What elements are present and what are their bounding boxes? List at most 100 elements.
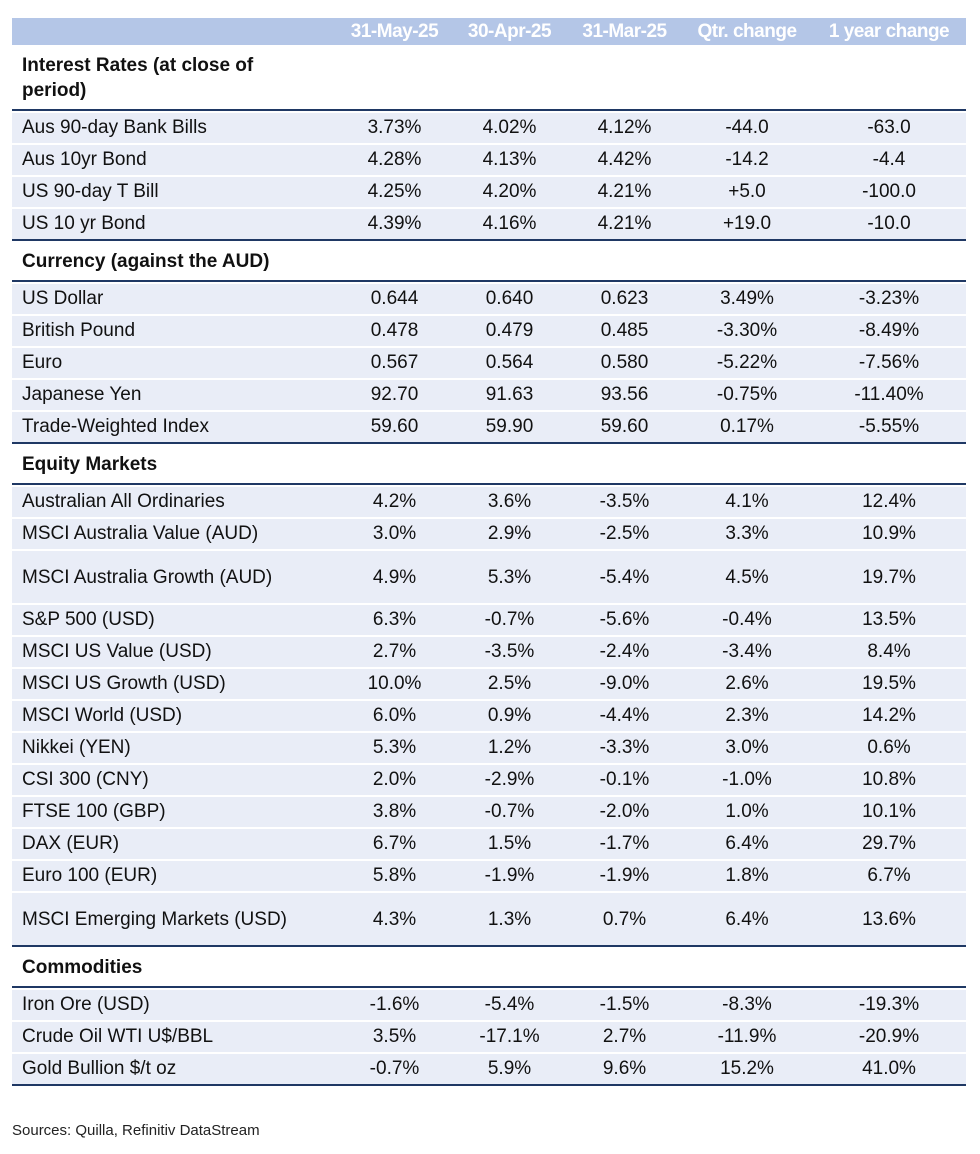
cell-value: 2.7%: [567, 1022, 682, 1052]
column-header: 1 year change: [812, 18, 966, 45]
cell-value: 59.60: [567, 412, 682, 444]
row-label: Iron Ore (USD): [12, 990, 337, 1020]
cell-value: 4.42%: [567, 145, 682, 175]
row-label: Aus 10yr Bond: [12, 145, 337, 175]
table-row: Aus 90-day Bank Bills 3.73% 4.02% 4.12% -44.…: [12, 113, 966, 143]
cell-value: 3.49%: [682, 284, 812, 314]
cell-value: 0.580: [567, 348, 682, 378]
cell-value: 3.0%: [337, 519, 452, 549]
cell-value: 0.644: [337, 284, 452, 314]
section-header: Commodities: [12, 949, 966, 988]
cell-value: 1.2%: [452, 733, 567, 763]
cell-value: -5.4%: [567, 551, 682, 603]
cell-value: 10.9%: [812, 519, 966, 549]
cell-value: -11.40%: [812, 380, 966, 410]
column-header: Qtr. change: [682, 18, 812, 45]
table-row: Euro 100 (EUR) 5.8% -1.9% -1.9% 1.8% 6.7%: [12, 861, 966, 891]
table-row: Gold Bullion $/t oz -0.7% 5.9% 9.6% 15.2% 41.…: [12, 1054, 966, 1086]
cell-value: 4.25%: [337, 177, 452, 207]
cell-value: 2.6%: [682, 669, 812, 699]
cell-value: -1.5%: [567, 990, 682, 1020]
table-row: Iron Ore (USD) -1.6% -5.4% -1.5% -8.3% -19.3%: [12, 990, 966, 1020]
cell-value: 59.60: [337, 412, 452, 444]
cell-value: 2.3%: [682, 701, 812, 731]
cell-value: -0.7%: [337, 1054, 452, 1086]
row-label: S&P 500 (USD): [12, 605, 337, 635]
cell-value: +5.0: [682, 177, 812, 207]
cell-value: -2.0%: [567, 797, 682, 827]
table-row: US 10 yr Bond 4.39% 4.16% 4.21% +19.0 -10.0: [12, 209, 966, 241]
cell-value: -3.5%: [567, 487, 682, 517]
cell-value: 4.13%: [452, 145, 567, 175]
cell-value: 5.3%: [452, 551, 567, 603]
cell-value: -0.75%: [682, 380, 812, 410]
cell-value: -5.6%: [567, 605, 682, 635]
section-title: Equity Markets: [22, 454, 158, 475]
cell-value: 4.1%: [682, 487, 812, 517]
row-label: MSCI Australia Value (AUD): [12, 519, 337, 549]
cell-value: 41.0%: [812, 1054, 966, 1086]
row-label: Gold Bullion $/t oz: [12, 1054, 337, 1086]
cell-value: -3.5%: [452, 637, 567, 667]
cell-value: 3.8%: [337, 797, 452, 827]
cell-value: -3.3%: [567, 733, 682, 763]
table-row: Australian All Ordinaries 4.2% 3.6% -3.5% 4.…: [12, 487, 966, 517]
cell-value: +19.0: [682, 209, 812, 241]
cell-value: 19.5%: [812, 669, 966, 699]
cell-value: 2.5%: [452, 669, 567, 699]
table-row: MSCI Emerging Markets (USD) 4.3% 1.3% 0.7% 6…: [12, 893, 966, 947]
cell-value: -5.22%: [682, 348, 812, 378]
cell-value: 1.8%: [682, 861, 812, 891]
table-row: MSCI US Growth (USD) 10.0% 2.5% -9.0% 2.6% 19…: [12, 669, 966, 699]
cell-value: 10.0%: [337, 669, 452, 699]
table-row: Crude Oil WTI U$/BBL 3.5% -17.1% 2.7% -11.9%…: [12, 1022, 966, 1052]
section-title: Commodities: [22, 957, 143, 978]
cell-value: -9.0%: [567, 669, 682, 699]
cell-value: -0.7%: [452, 605, 567, 635]
cell-value: 3.73%: [337, 113, 452, 143]
row-label: Nikkei (YEN): [12, 733, 337, 763]
cell-value: -4.4%: [567, 701, 682, 731]
row-label: MSCI Emerging Markets (USD): [12, 893, 337, 947]
row-label: British Pound: [12, 316, 337, 346]
section-header: Interest Rates (at close of period): [12, 47, 966, 111]
cell-value: -1.0%: [682, 765, 812, 795]
table-row: DAX (EUR) 6.7% 1.5% -1.7% 6.4% 29.7%: [12, 829, 966, 859]
cell-value: -0.7%: [452, 797, 567, 827]
row-label: Australian All Ordinaries: [12, 487, 337, 517]
cell-value: 6.0%: [337, 701, 452, 731]
cell-value: 0.564: [452, 348, 567, 378]
column-header: 31-Mar-25: [567, 18, 682, 45]
cell-value: 4.39%: [337, 209, 452, 241]
cell-value: 0.567: [337, 348, 452, 378]
column-header: 31-May-25: [337, 18, 452, 45]
table-row: MSCI Australia Value (AUD) 3.0% 2.9% -2.5% 3…: [12, 519, 966, 549]
row-label: Aus 90-day Bank Bills: [12, 113, 337, 143]
cell-value: -1.9%: [452, 861, 567, 891]
cell-value: 8.4%: [812, 637, 966, 667]
cell-value: -0.1%: [567, 765, 682, 795]
cell-value: -63.0: [812, 113, 966, 143]
cell-value: 5.8%: [337, 861, 452, 891]
section-header: Equity Markets: [12, 446, 966, 485]
market-summary-table-container: 31-May-25 30-Apr-25 31-Mar-25 Qtr. change 1 …: [12, 16, 966, 1088]
section-title: Interest Rates (at close of period): [22, 55, 254, 101]
cell-value: -4.4: [812, 145, 966, 175]
cell-value: -20.9%: [812, 1022, 966, 1052]
cell-value: -17.1%: [452, 1022, 567, 1052]
cell-value: 6.3%: [337, 605, 452, 635]
table-row: British Pound 0.478 0.479 0.485 -3.30% -8.49%: [12, 316, 966, 346]
row-label: Japanese Yen: [12, 380, 337, 410]
cell-value: 4.3%: [337, 893, 452, 947]
cell-value: 6.4%: [682, 893, 812, 947]
table-row: Aus 10yr Bond 4.28% 4.13% 4.42% -14.2 -4.4: [12, 145, 966, 175]
cell-value: -0.4%: [682, 605, 812, 635]
table-row: S&P 500 (USD) 6.3% -0.7% -5.6% -0.4% 13.5%: [12, 605, 966, 635]
cell-value: 10.8%: [812, 765, 966, 795]
cell-value: 4.21%: [567, 177, 682, 207]
cell-value: 0.640: [452, 284, 567, 314]
table-row: MSCI Australia Growth (AUD) 4.9% 5.3% -5.4%…: [12, 551, 966, 603]
cell-value: 4.02%: [452, 113, 567, 143]
row-label: US 90-day T Bill: [12, 177, 337, 207]
cell-value: 5.3%: [337, 733, 452, 763]
